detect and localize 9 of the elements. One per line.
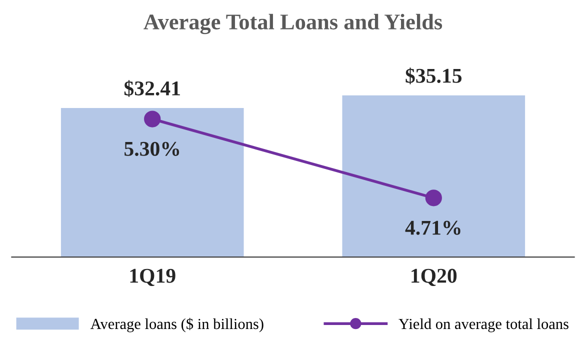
- x-tick-label: 1Q20: [412, 268, 457, 286]
- data-label: 4.71%: [405, 220, 460, 235]
- legend-label: Yield on average total loans: [398, 318, 568, 332]
- x-tick-label: 1Q19: [130, 268, 176, 286]
- data-label: $35.15: [406, 68, 462, 84]
- legend-label: Average loans ($ in billions): [90, 318, 264, 332]
- data-label: 5.30%: [124, 142, 180, 156]
- chart-title: Average Total Loans and Yields: [144, 14, 442, 34]
- data-label: $32.41: [124, 80, 180, 97]
